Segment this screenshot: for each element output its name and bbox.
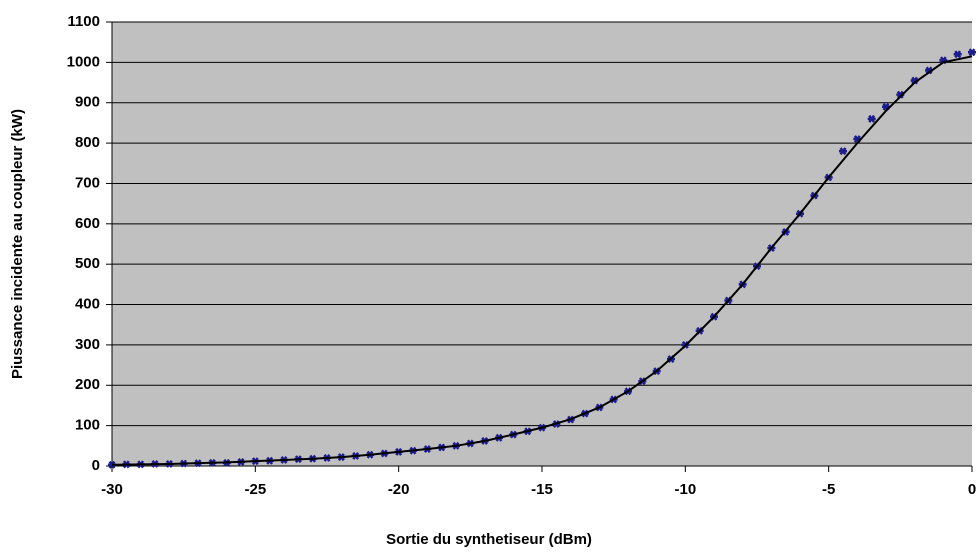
fit-line xyxy=(111,55,973,466)
x-tick-label: 0 xyxy=(968,481,976,498)
x-tick-label: -25 xyxy=(244,481,266,498)
y-tick-label: 700 xyxy=(75,174,100,191)
y-tick-label: 1000 xyxy=(67,53,100,70)
y-tick-label: 1100 xyxy=(67,13,100,30)
x-tick-label: -5 xyxy=(822,481,835,498)
y-tick-label: 600 xyxy=(75,215,100,232)
x-tick-label: -15 xyxy=(531,481,553,498)
x-axis-label: Sortie du synthetiseur (dBm) xyxy=(386,531,592,548)
y-tick-label: 500 xyxy=(75,255,100,272)
y-tick-label: 200 xyxy=(75,376,100,393)
y-tick-label: 900 xyxy=(75,94,100,111)
x-tick-label: -10 xyxy=(674,481,696,498)
y-tick-label: 800 xyxy=(75,134,100,151)
y-axis-label: Piussance incidente au coupleur (kW) xyxy=(9,109,26,379)
y-tick-label: 400 xyxy=(75,296,100,313)
marker xyxy=(968,48,976,57)
y-tick-label: 300 xyxy=(75,336,100,353)
x-tick-label: -30 xyxy=(101,481,123,498)
y-tick-label: 100 xyxy=(75,417,100,434)
marker xyxy=(867,114,876,123)
marker xyxy=(953,50,962,59)
marker xyxy=(839,147,847,156)
plot-area xyxy=(112,22,972,466)
y-tick-label: 0 xyxy=(92,457,100,474)
x-tick-label: -20 xyxy=(388,481,410,498)
